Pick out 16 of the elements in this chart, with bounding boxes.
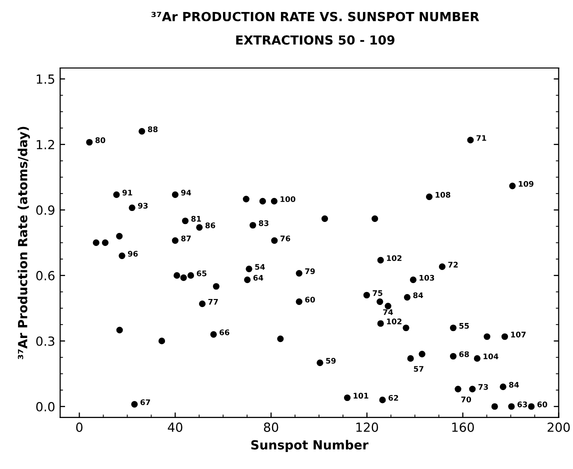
x-tick-label: 200 bbox=[548, 422, 570, 432]
y-tick-label: 1.5 bbox=[36, 74, 54, 84]
x-tick-label: 120 bbox=[356, 422, 378, 432]
y-tick-label: 0.3 bbox=[36, 336, 54, 346]
chart-title: ³⁷Ar PRODUCTION RATE VS. SUNSPOT NUMBER bbox=[151, 12, 480, 22]
x-axis-title: Sunspot Number bbox=[251, 440, 368, 452]
y-tick-label: 1.2 bbox=[36, 140, 54, 150]
y-tick-label: 0.9 bbox=[36, 205, 54, 215]
x-tick-label: 80 bbox=[264, 422, 278, 432]
y-axis-title: ³⁷Ar Production Rate (atoms/day) bbox=[18, 126, 30, 360]
x-tick-label: 40 bbox=[168, 422, 182, 432]
chart-subtitle: EXTRACTIONS 50 - 109 bbox=[236, 35, 394, 45]
x-tick-label: 0 bbox=[76, 422, 82, 432]
y-tick-label: 0.0 bbox=[36, 402, 54, 412]
y-tick-label: 0.6 bbox=[36, 270, 55, 280]
x-tick-label: 160 bbox=[452, 422, 474, 432]
